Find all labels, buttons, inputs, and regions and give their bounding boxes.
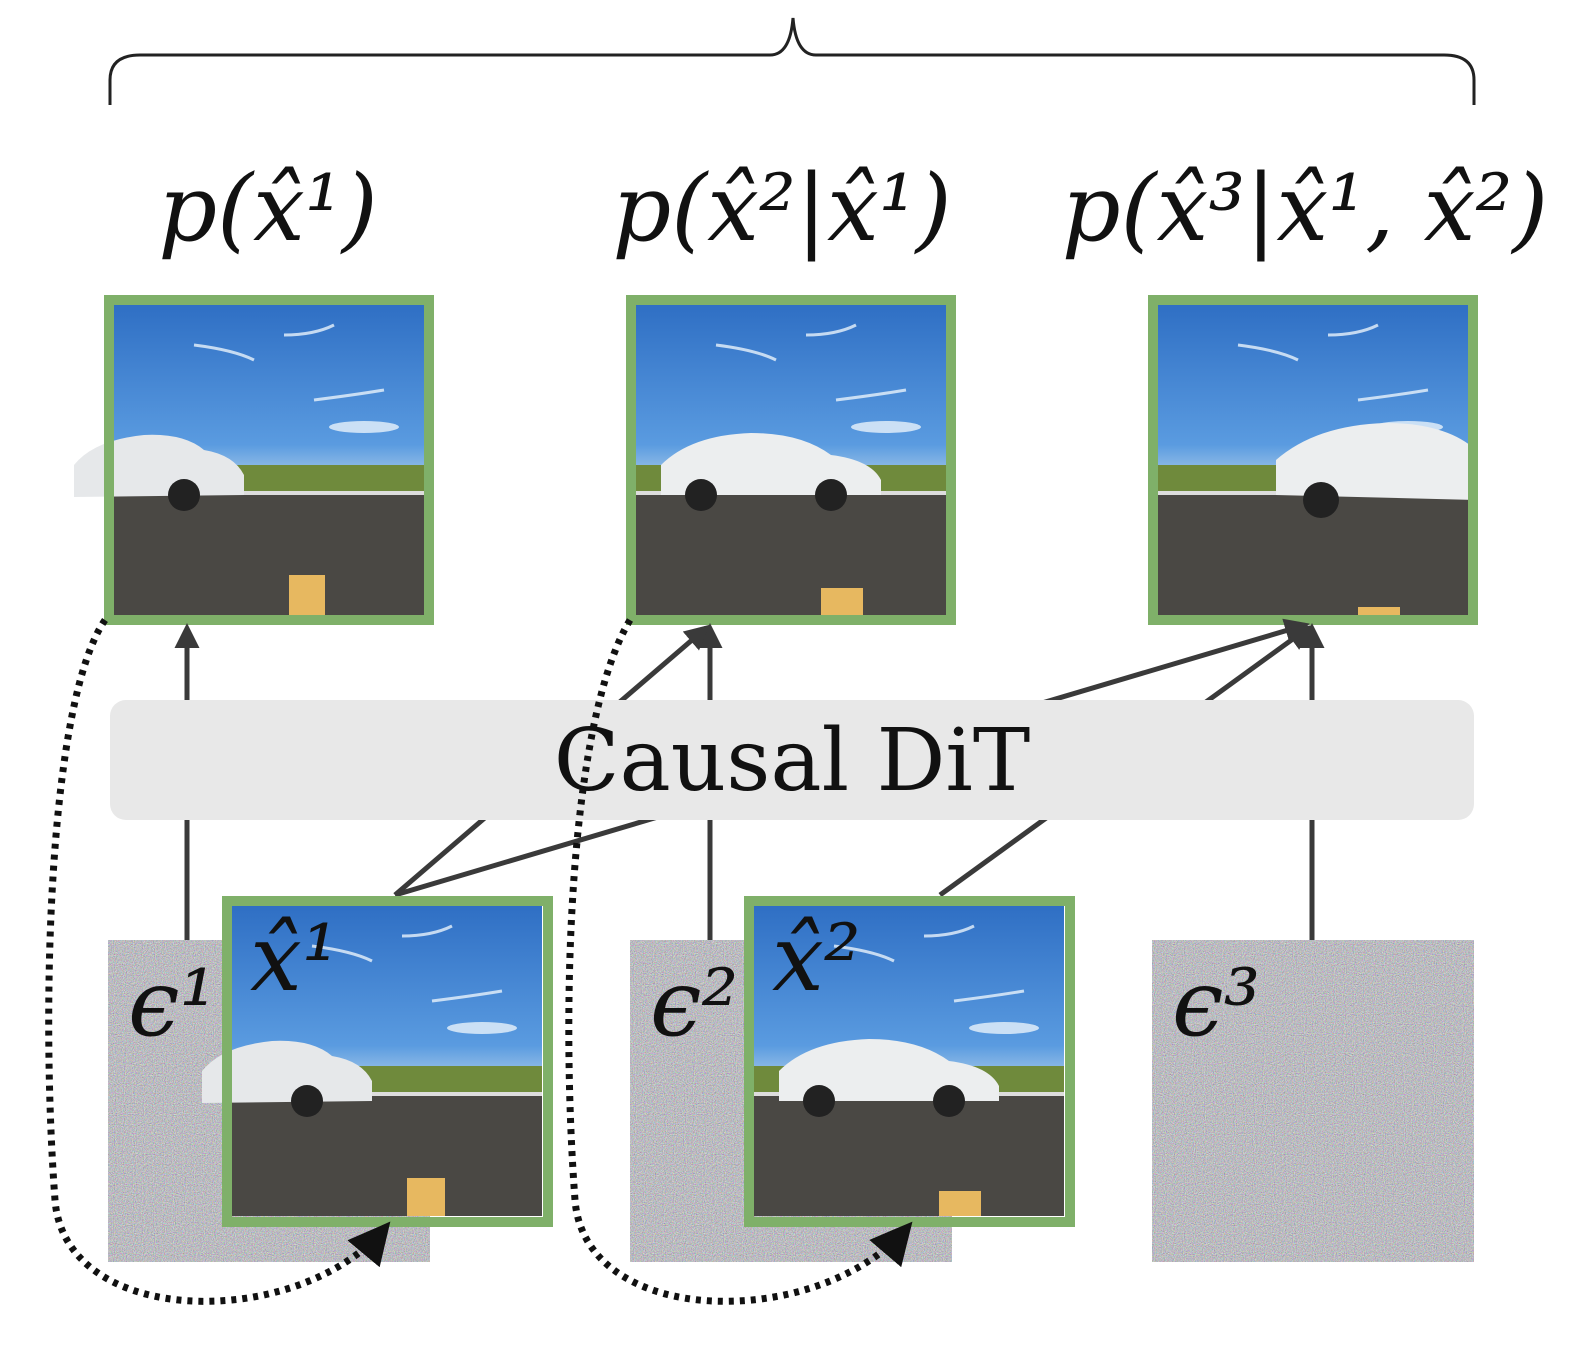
top-label: p(x̂²|x̂¹) xyxy=(612,155,951,262)
diagram: p(x̂¹) p(x̂²|x̂¹) p(x̂³|x̂¹, x̂²) Causal… xyxy=(0,0,1593,1346)
output-frame xyxy=(74,300,429,620)
top-label: p(x̂¹) xyxy=(158,155,377,262)
frame-label: x̂² xyxy=(772,905,861,1012)
frame-label: x̂¹ xyxy=(250,905,339,1012)
model-label: Causal DiT xyxy=(554,711,1031,811)
top-label: p(x̂³|x̂¹, x̂²) xyxy=(1062,155,1548,262)
noise-label: ϵ³ xyxy=(1172,950,1260,1057)
noise-label: ϵ¹ xyxy=(128,950,216,1057)
output-frame xyxy=(631,300,951,620)
brace xyxy=(110,18,1474,105)
noise-label: ϵ² xyxy=(650,950,738,1057)
output-frame xyxy=(1153,300,1476,620)
